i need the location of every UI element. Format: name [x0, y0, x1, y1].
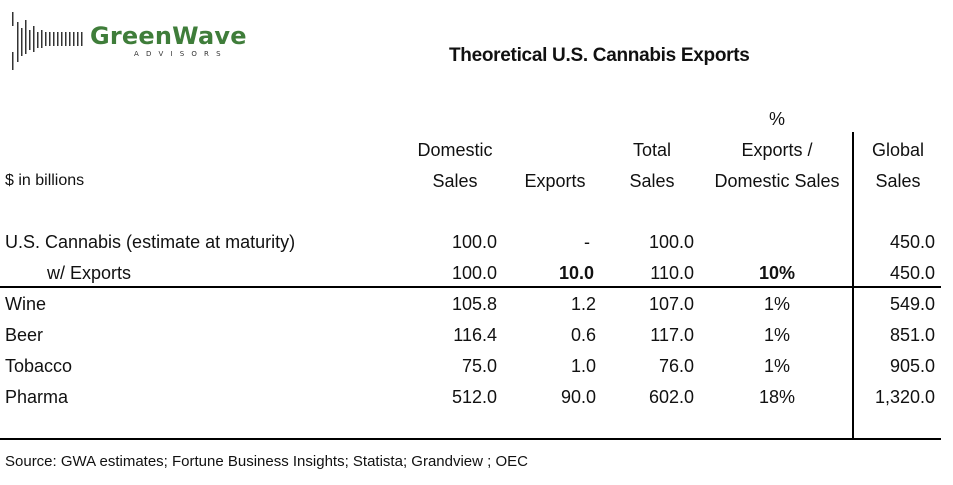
units-label: $ in billions	[5, 172, 85, 189]
row-label: Wine	[5, 294, 47, 314]
logo-name: GreenWave	[90, 22, 247, 50]
row-pct: 1%	[763, 325, 790, 345]
row-total: 100.0	[648, 232, 694, 252]
header-exports: Exports	[524, 171, 586, 191]
row-pct: 1%	[763, 294, 790, 314]
row-exports: 1.2	[570, 294, 596, 314]
row-global: 905.0	[889, 356, 935, 376]
row-label: U.S. Cannabis (estimate at maturity)	[5, 232, 296, 252]
greenwave-logo: GreenWave ADVISORS	[10, 12, 247, 74]
row-pct: 1%	[763, 356, 790, 376]
header-total-2: Sales	[629, 171, 675, 191]
header-total-1: Total	[632, 140, 672, 160]
row-total: 602.0	[648, 387, 694, 407]
row-domestic: 105.8	[451, 294, 497, 314]
header-domestic-1: Domestic	[417, 140, 493, 160]
page-title: Theoretical U.S. Cannabis Exports	[449, 45, 750, 66]
logo-bars-icon	[12, 12, 83, 70]
row-exports: 10.0	[558, 263, 594, 283]
row-total: 76.0	[658, 356, 694, 376]
divider-line	[0, 286, 941, 288]
row-global: 851.0	[889, 325, 935, 345]
logo-subtitle: ADVISORS	[134, 50, 228, 58]
row-global: 450.0	[889, 263, 935, 283]
row-label: Beer	[5, 325, 44, 345]
row-total: 107.0	[648, 294, 694, 314]
row-total: 110.0	[650, 263, 694, 283]
row-global: 450.0	[889, 232, 935, 252]
row-pct: 18%	[758, 387, 796, 407]
source-note: Source: GWA estimates; Fortune Business …	[5, 453, 528, 470]
row-domestic: 75.0	[461, 356, 497, 376]
header-global-1: Global	[871, 140, 925, 160]
header-pct-1: %	[768, 109, 785, 129]
row-domestic: 116.4	[453, 325, 497, 345]
header-domestic-2: Sales	[432, 171, 478, 191]
row-global: 549.0	[889, 294, 935, 314]
row-exports: 90.0	[560, 387, 596, 407]
row-domestic: 512.0	[451, 387, 497, 407]
header-pct-2: Exports /	[741, 140, 813, 160]
row-total: 117.0	[650, 325, 694, 345]
row-label: Tobacco	[5, 356, 73, 376]
row-exports: -	[584, 232, 590, 252]
row-exports: 1.0	[570, 356, 596, 376]
header-global-2: Sales	[875, 171, 921, 191]
row-domestic: 100.0	[451, 263, 497, 283]
row-global: 1,320.0	[874, 387, 935, 407]
table-bottom-line	[0, 438, 941, 440]
row-label: Pharma	[5, 387, 69, 407]
row-domestic: 100.0	[451, 232, 497, 252]
row-pct: 10%	[758, 263, 796, 283]
header-pct-3: Domestic Sales	[714, 171, 840, 191]
row-exports: 0.6	[570, 325, 596, 345]
row-label: w/ Exports	[47, 263, 132, 283]
global-column-divider	[852, 132, 854, 440]
